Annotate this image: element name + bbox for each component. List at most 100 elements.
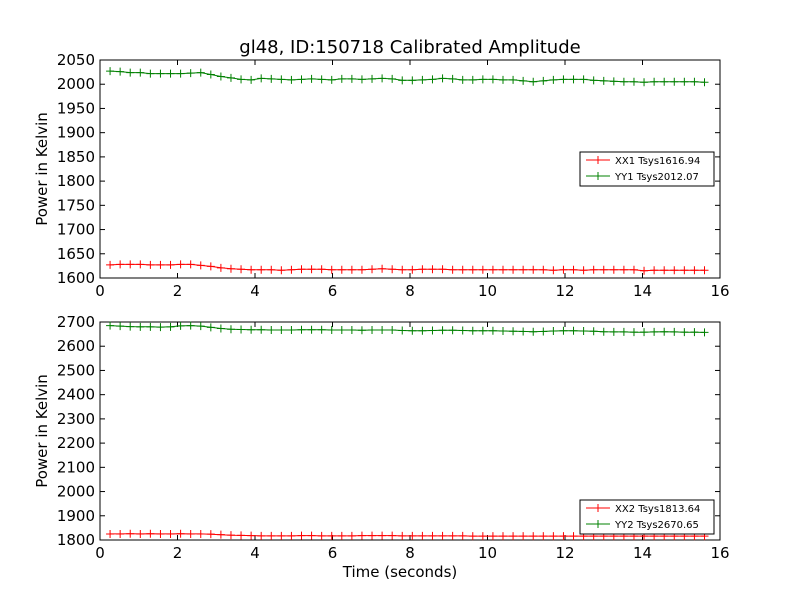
data-point: [317, 75, 326, 84]
data-point: [337, 265, 346, 274]
data-point: [297, 531, 306, 540]
y-tick-label: 2500: [57, 361, 95, 379]
data-point: [116, 322, 125, 331]
x-tick-label: 14: [633, 282, 652, 300]
data-point: [670, 77, 679, 86]
data-point: [388, 531, 397, 540]
data-point: [408, 265, 417, 274]
data-point: [277, 266, 286, 275]
data-point: [216, 324, 225, 333]
data-point: [559, 265, 568, 274]
data-point: [468, 326, 477, 335]
x-tick-label: 4: [250, 282, 260, 300]
x-tick-label: 10: [478, 544, 497, 562]
data-point: [378, 74, 387, 83]
data-point: [378, 531, 387, 540]
data-point: [136, 322, 145, 331]
y-tick-label: 1900: [57, 124, 95, 142]
y-tick-label: 1700: [57, 221, 95, 239]
series-1: [106, 260, 709, 275]
y-axis-label: Power in Kelvin: [33, 112, 51, 226]
data-point: [297, 75, 306, 84]
data-point: [327, 75, 336, 84]
data-point: [418, 326, 427, 335]
data-point: [559, 326, 568, 335]
data-point: [337, 325, 346, 334]
data-point: [317, 325, 326, 334]
data-point: [690, 77, 699, 86]
data-point: [529, 77, 538, 86]
data-point: [529, 327, 538, 336]
data-point: [478, 265, 487, 274]
legend-swatch-marker: [594, 520, 602, 528]
data-point: [398, 326, 407, 335]
data-point: [609, 265, 618, 274]
data-point: [307, 265, 316, 274]
data-point: [287, 265, 296, 274]
data-point: [579, 266, 588, 275]
x-tick-label: 8: [405, 544, 415, 562]
data-point: [247, 75, 256, 84]
data-point: [448, 531, 457, 540]
data-point: [257, 74, 266, 83]
legend-entry: YY2 Tsys2670.65: [614, 520, 699, 531]
data-point: [700, 78, 709, 87]
data-point: [368, 531, 377, 540]
data-point: [660, 266, 669, 275]
y-tick-label: 2100: [57, 458, 95, 476]
data-point: [670, 266, 679, 275]
x-tick-label: 2: [173, 282, 183, 300]
data-point: [448, 74, 457, 83]
x-tick-label: 12: [555, 282, 574, 300]
data-point: [650, 327, 659, 336]
data-point: [106, 529, 115, 538]
data-point: [146, 260, 155, 269]
legend: XX1 Tsys1616.94 YY1 Tsys2012.07: [579, 151, 715, 187]
x-tick-label: 6: [328, 282, 338, 300]
data-point: [589, 265, 598, 274]
data-point: [368, 74, 377, 83]
data-point: [368, 265, 377, 274]
data-point: [267, 74, 276, 83]
legend-entry: XX1 Tsys1616.94: [615, 156, 700, 167]
data-point: [166, 529, 175, 538]
data-point: [478, 75, 487, 84]
data-point: [408, 326, 417, 335]
data-point: [287, 531, 296, 540]
data-point: [589, 327, 598, 336]
data-point: [206, 323, 215, 332]
data-point: [418, 265, 427, 274]
data-point: [559, 75, 568, 84]
data-point: [488, 75, 497, 84]
y-tick-label: 2000: [57, 483, 95, 501]
data-point: [186, 69, 195, 78]
data-point: [458, 75, 467, 84]
data-point: [347, 531, 356, 540]
data-point: [247, 265, 256, 274]
data-point: [660, 77, 669, 86]
series-line: [110, 325, 705, 333]
data-point: [156, 260, 165, 269]
data-point: [509, 532, 518, 541]
data-point: [539, 532, 548, 541]
data-point: [247, 325, 256, 334]
data-point: [629, 77, 638, 86]
data-point: [378, 325, 387, 334]
data-point: [549, 266, 558, 275]
data-point: [347, 265, 356, 274]
data-point: [146, 529, 155, 538]
data-point: [539, 265, 548, 274]
data-point: [216, 530, 225, 539]
data-point: [116, 67, 125, 76]
data-point: [186, 529, 195, 538]
y-tick-label: 2600: [57, 337, 95, 355]
data-point: [398, 531, 407, 540]
data-point: [156, 69, 165, 78]
data-point: [186, 260, 195, 269]
data-point: [196, 261, 205, 270]
data-point: [509, 327, 518, 336]
data-point: [257, 325, 266, 334]
data-point: [640, 328, 649, 337]
data-point: [196, 529, 205, 538]
data-point: [176, 69, 185, 78]
